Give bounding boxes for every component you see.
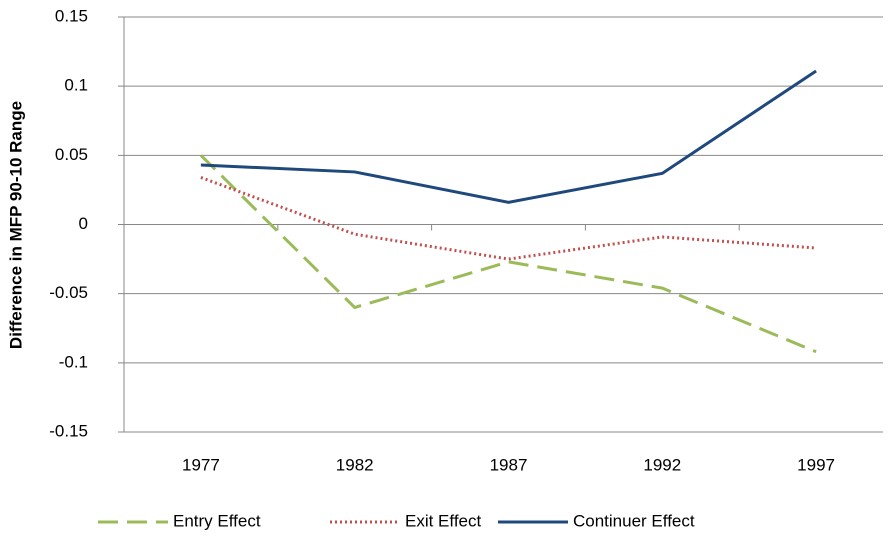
legend-label: Exit Effect [405, 511, 481, 530]
y-tick-label: -0.15 [49, 421, 88, 440]
x-tick-label: 1987 [490, 455, 528, 474]
legend-label: Entry Effect [173, 511, 261, 530]
x-tick-label: 1982 [336, 455, 374, 474]
x-tick-label: 1992 [643, 455, 681, 474]
legend-label: Continuer Effect [573, 511, 695, 530]
series-line [200, 176, 817, 261]
y-tick-label: -0.1 [59, 352, 88, 371]
y-axis-title: Difference in MFP 90-10 Range [6, 101, 25, 349]
series-line [200, 69, 817, 204]
x-tick-label: 1997 [797, 455, 835, 474]
y-tick-label: 0.1 [64, 76, 88, 95]
y-tick-label: 0.05 [55, 145, 88, 164]
y-tick-label: 0.15 [55, 6, 88, 25]
y-tick-label: 0 [79, 214, 88, 233]
y-tick-label: -0.05 [49, 283, 88, 302]
x-tick-label: 1977 [182, 455, 220, 474]
series-line [199, 154, 817, 354]
